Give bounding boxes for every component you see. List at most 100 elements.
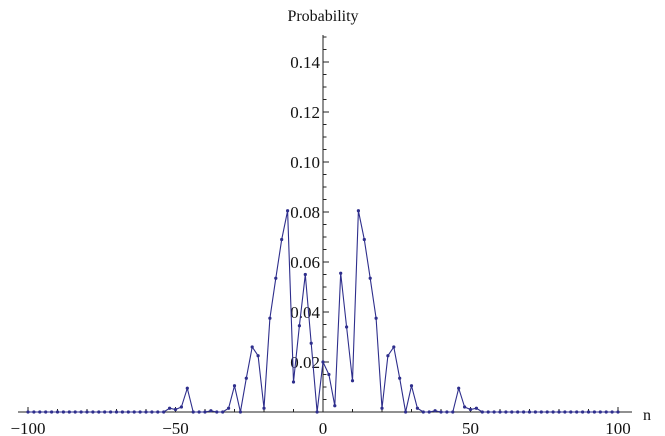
axes: −100 −50 0 50 1000.020.040.060.080.100.120.1… bbox=[10, 35, 632, 436]
y-axis-label: Probability bbox=[287, 8, 358, 25]
data-point bbox=[227, 406, 231, 410]
data-point bbox=[492, 410, 496, 414]
data-point bbox=[268, 316, 272, 320]
data-point bbox=[79, 410, 83, 414]
data-point bbox=[150, 410, 154, 414]
data-point bbox=[362, 237, 366, 242]
data-point bbox=[421, 410, 425, 414]
data-point bbox=[274, 276, 278, 280]
data-point bbox=[604, 410, 608, 414]
data-point bbox=[551, 410, 555, 414]
y-tick-label: 0.06 bbox=[290, 253, 320, 272]
data-point bbox=[55, 410, 60, 414]
x-tick-label: −50 bbox=[162, 419, 189, 436]
data-point bbox=[539, 410, 543, 414]
data-point bbox=[250, 345, 254, 349]
data-point bbox=[510, 410, 514, 414]
data-point bbox=[232, 384, 237, 388]
data-point bbox=[563, 410, 567, 414]
x-axis-label: n bbox=[643, 407, 651, 424]
data-point bbox=[569, 410, 573, 414]
y-tick-label: 0.04 bbox=[290, 303, 320, 322]
data-point bbox=[586, 410, 591, 414]
data-point bbox=[474, 406, 478, 410]
data-point bbox=[91, 410, 95, 414]
data-point bbox=[132, 410, 136, 414]
data-point bbox=[392, 345, 396, 349]
data-point bbox=[286, 209, 290, 213]
data-point bbox=[162, 410, 166, 414]
data-point bbox=[374, 316, 378, 320]
data-point bbox=[433, 409, 437, 413]
series-layer bbox=[26, 209, 620, 414]
data-point bbox=[67, 410, 71, 414]
data-point bbox=[215, 410, 219, 414]
data-point bbox=[203, 410, 207, 414]
data-point bbox=[356, 209, 360, 213]
x-tick-label: 100 bbox=[605, 419, 631, 436]
data-point bbox=[404, 410, 408, 414]
data-point bbox=[368, 276, 372, 280]
data-point bbox=[291, 380, 296, 384]
data-point bbox=[516, 410, 520, 414]
data-point bbox=[439, 410, 443, 414]
data-point bbox=[616, 410, 620, 414]
data-point bbox=[592, 410, 597, 414]
data-point bbox=[533, 410, 538, 414]
data-point bbox=[598, 410, 602, 414]
y-tick-label: 0.10 bbox=[290, 153, 320, 172]
data-point bbox=[451, 410, 455, 414]
x-tick-label: 0 bbox=[319, 419, 328, 436]
data-point bbox=[109, 410, 113, 414]
data-point bbox=[333, 404, 337, 408]
data-point bbox=[498, 410, 502, 414]
data-point bbox=[114, 410, 119, 414]
data-point bbox=[557, 410, 561, 414]
data-point bbox=[221, 410, 225, 414]
data-point bbox=[138, 410, 142, 414]
data-point bbox=[610, 410, 614, 414]
data-point bbox=[468, 407, 473, 412]
y-tick-label: 0.08 bbox=[290, 203, 320, 222]
data-point bbox=[527, 410, 532, 414]
data-point bbox=[345, 325, 349, 329]
data-point bbox=[73, 410, 77, 414]
data-point bbox=[445, 410, 449, 414]
data-point bbox=[280, 237, 284, 242]
data-point bbox=[350, 379, 355, 383]
data-point bbox=[262, 406, 266, 410]
y-tick-label: 0.14 bbox=[290, 53, 320, 72]
data-point bbox=[581, 410, 585, 414]
data-point bbox=[339, 271, 343, 275]
data-point bbox=[398, 376, 402, 380]
data-point bbox=[315, 410, 319, 414]
data-point bbox=[303, 272, 307, 277]
data-point bbox=[409, 384, 414, 388]
data-point bbox=[504, 410, 508, 414]
data-point bbox=[97, 410, 101, 414]
data-point bbox=[415, 406, 419, 410]
data-point bbox=[61, 410, 65, 414]
data-point bbox=[50, 410, 54, 414]
data-point bbox=[386, 354, 390, 358]
data-point bbox=[191, 410, 195, 414]
data-point bbox=[26, 410, 30, 414]
data-point bbox=[44, 410, 48, 414]
data-point bbox=[486, 410, 490, 414]
data-point bbox=[120, 410, 124, 414]
data-point bbox=[297, 324, 301, 328]
data-point bbox=[463, 405, 467, 409]
x-tick-label: 50 bbox=[462, 419, 479, 436]
data-point bbox=[144, 410, 148, 414]
data-point bbox=[321, 360, 325, 364]
x-tick-label: −100 bbox=[10, 419, 45, 436]
data-point bbox=[85, 410, 89, 414]
data-point bbox=[427, 410, 431, 414]
data-point bbox=[545, 410, 549, 414]
y-tick-label: 0.12 bbox=[290, 103, 320, 122]
data-point bbox=[185, 386, 189, 390]
data-point bbox=[380, 406, 384, 410]
data-point bbox=[522, 410, 526, 414]
